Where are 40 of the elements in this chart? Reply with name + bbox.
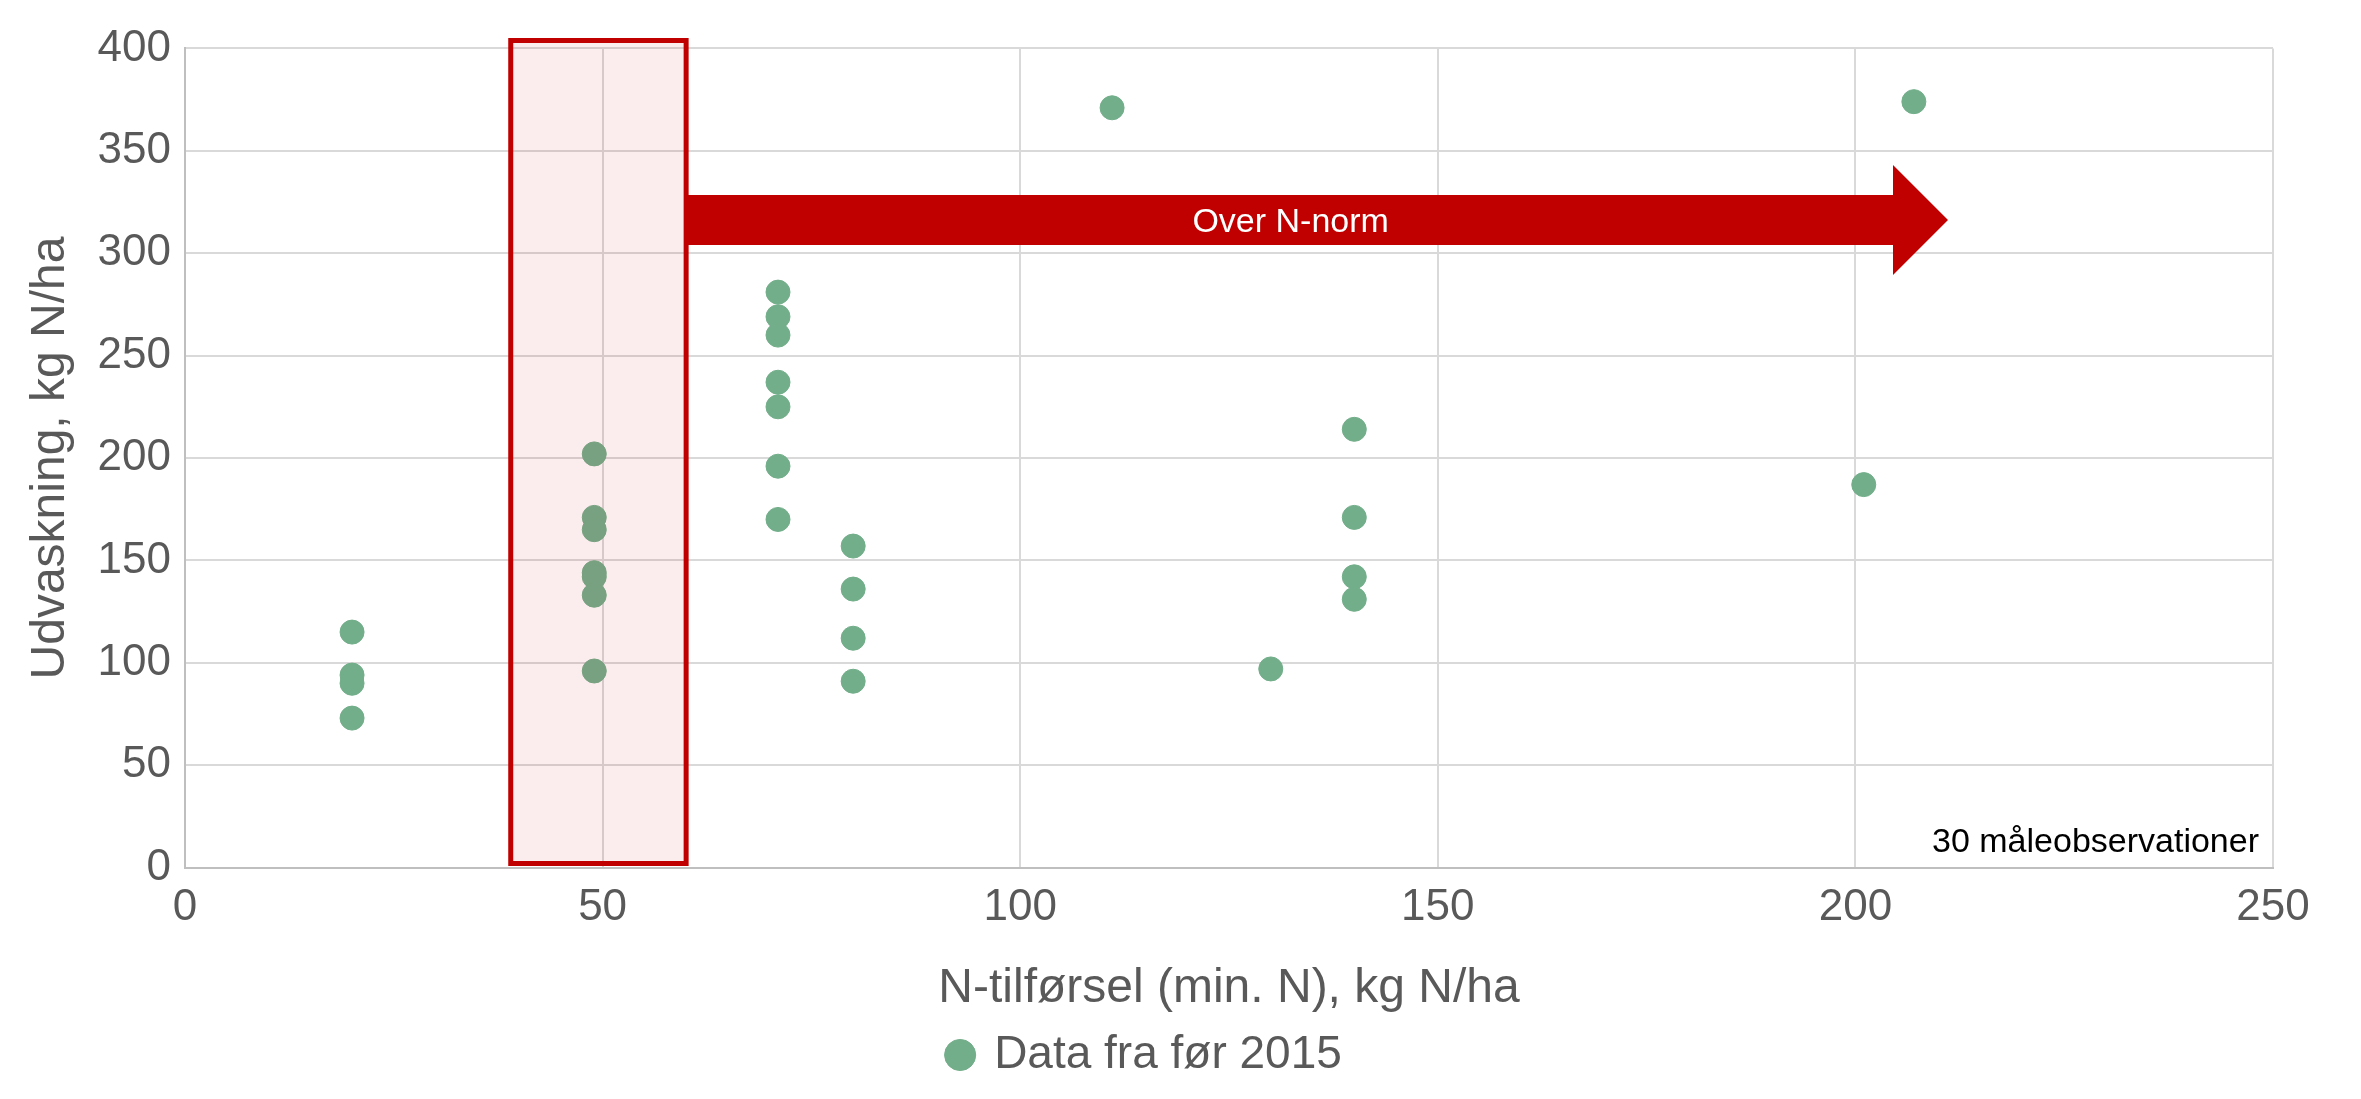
x-tick-label: 200 [1818, 880, 1893, 930]
point [1258, 656, 1284, 682]
point [765, 394, 791, 420]
annotation: 30 måleobservationer [1932, 820, 2259, 859]
y-tick-label: 400 [97, 20, 172, 70]
point [1851, 472, 1877, 498]
y-tick-label: 0 [146, 839, 172, 889]
point [1901, 89, 1927, 115]
x-tick-label: 50 [578, 880, 628, 930]
point [1341, 504, 1367, 530]
y-tick-label: 250 [97, 327, 172, 377]
point [840, 533, 866, 559]
y-tick-label: 150 [97, 532, 172, 582]
point [765, 279, 791, 305]
y-tick-label: 50 [122, 737, 172, 787]
point [840, 625, 866, 651]
y-axis-title: Udvaskning, kg N/ha [21, 236, 75, 680]
point [840, 576, 866, 602]
point [840, 668, 866, 694]
point [581, 441, 607, 467]
point [765, 453, 791, 479]
point [1099, 95, 1125, 121]
point [1341, 416, 1367, 442]
x-tick-label: 100 [983, 880, 1057, 930]
y-tick-label: 350 [97, 122, 172, 172]
point [339, 619, 365, 645]
point [765, 506, 791, 532]
point [1341, 586, 1367, 612]
point [1341, 564, 1367, 590]
point [765, 369, 791, 395]
x-tick-label: 150 [1401, 880, 1475, 930]
y-tick-label: 200 [97, 430, 172, 480]
point [339, 705, 365, 731]
legend-label: Data fra før 2015 [994, 1025, 1342, 1078]
point [581, 658, 607, 684]
annotation: Over N-norm [1191, 199, 1390, 241]
y-tick-label: 100 [97, 634, 172, 684]
y-tick-label: 300 [97, 225, 172, 275]
x-tick-label: 250 [2236, 880, 2310, 930]
x-axis-title: N-tilførsel (min. N), kg N/ha [938, 959, 1521, 1013]
